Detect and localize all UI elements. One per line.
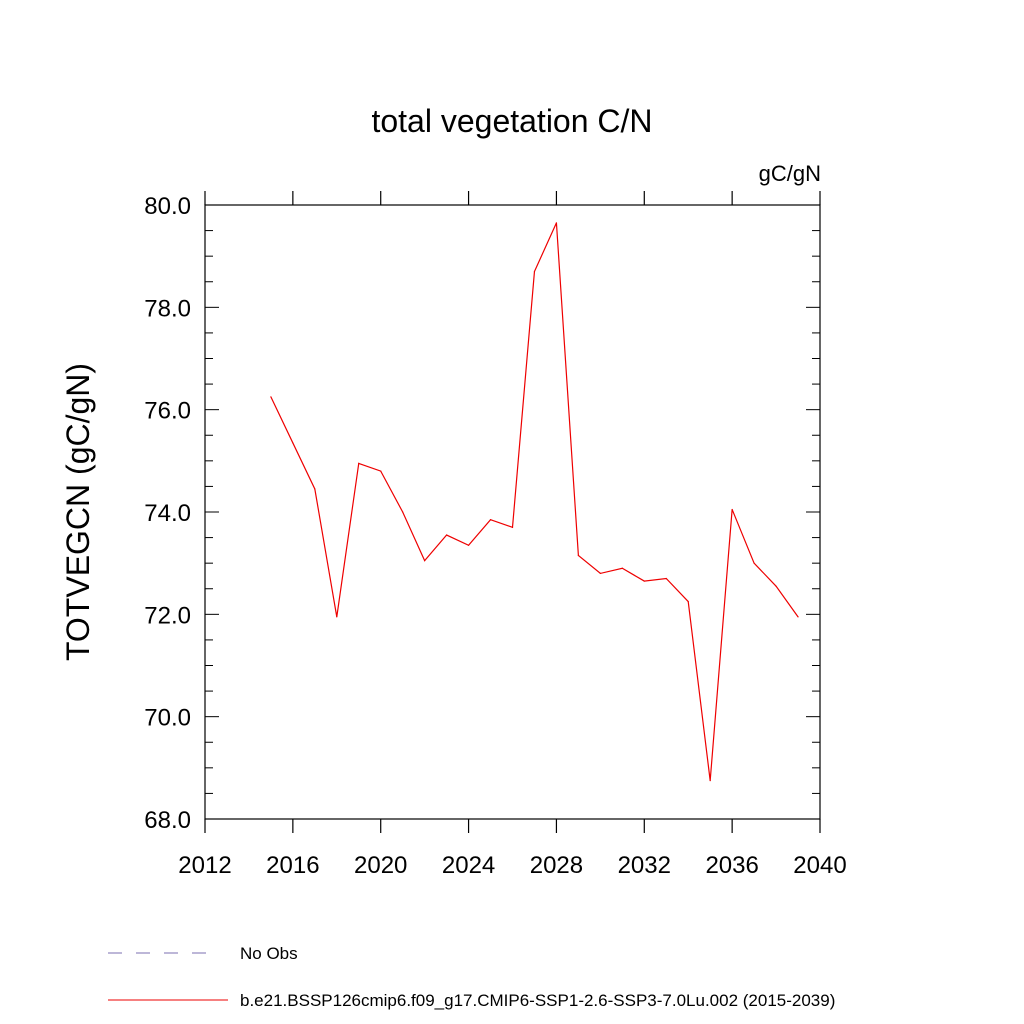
series-line [270, 222, 799, 781]
data-point [599, 572, 601, 575]
x-tick-label: 2028 [530, 852, 583, 879]
data-point [643, 580, 645, 582]
data-point [511, 526, 514, 528]
data-point [687, 600, 689, 603]
units-label: gC/gN [759, 161, 821, 186]
data-point [446, 534, 448, 536]
y-tick-label: 72.0 [144, 602, 191, 629]
x-tick-label: 2036 [705, 852, 758, 879]
data-point [489, 519, 492, 521]
chart-title: total vegetation C/N [371, 103, 652, 139]
data-point [336, 616, 338, 618]
data-point [665, 577, 667, 580]
data-point [533, 270, 536, 273]
x-tick-label: 2020 [354, 852, 407, 879]
data-point [621, 567, 623, 569]
data-point [753, 562, 755, 564]
data-point [380, 470, 382, 472]
data-point [555, 222, 558, 224]
x-tick-label: 2040 [793, 852, 846, 879]
data-point [709, 780, 711, 782]
x-tick-label: 2024 [442, 852, 495, 879]
data-point [797, 616, 799, 618]
y-tick-label: 78.0 [144, 295, 191, 322]
y-tick-label: 70.0 [144, 705, 191, 732]
y-axis-label: TOTVEGCN (gC/gN) [60, 363, 96, 661]
x-axis-tick-labels: 2012 2016 2020 2024 2028 2032 2036 2040 [178, 852, 846, 879]
data-point [775, 585, 777, 587]
data-point [270, 396, 272, 398]
y-tick-label: 76.0 [144, 398, 191, 425]
x-tick-label: 2016 [266, 852, 319, 879]
data-point [314, 488, 316, 490]
legend-label-series: b.e21.BSSP126cmip6.f09_g17.CMIP6-SSP1-2.… [240, 991, 835, 1010]
y-tick-label: 68.0 [144, 807, 191, 834]
data-point [577, 554, 579, 557]
y-axis-tick-labels: 68.0 70.0 72.0 74.0 76.0 78.0 80.0 [144, 193, 191, 834]
data-point [292, 442, 294, 444]
data-point [731, 508, 733, 511]
legend-label-no-obs: No Obs [240, 944, 298, 963]
plot-frame [204, 204, 821, 820]
data-point [358, 462, 360, 464]
y-tick-label: 80.0 [144, 193, 191, 220]
y-axis-ticks [205, 204, 820, 820]
y-tick-label: 74.0 [144, 500, 191, 527]
data-point [402, 511, 404, 513]
data-point [467, 544, 470, 546]
data-point [424, 560, 426, 562]
series-layer [270, 222, 799, 782]
x-tick-label: 2032 [618, 852, 671, 879]
x-axis-ticks [204, 191, 821, 833]
legend: No Obs b.e21.BSSP126cmip6.f09_g17.CMIP6-… [108, 944, 835, 1010]
x-tick-label: 2012 [178, 852, 231, 879]
